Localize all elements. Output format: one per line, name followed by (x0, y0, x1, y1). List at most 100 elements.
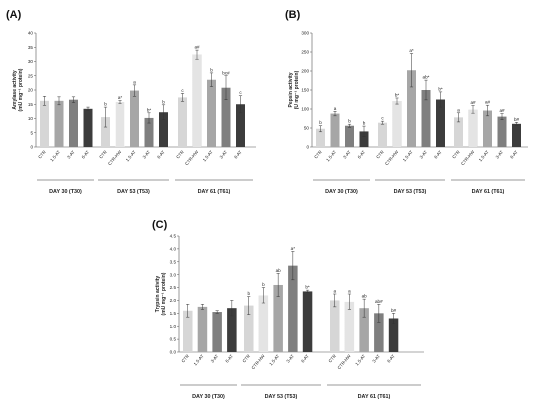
panel-2: (B) 0 50 100 150 200 250 300 Pepsin activity (U m… (285, 9, 528, 195)
x-tick-label: CTR-HW (250, 353, 266, 371)
y-tick-label: 0 (30, 145, 33, 150)
x-tick-label: 1.5-AT (49, 149, 61, 162)
bar (288, 265, 298, 352)
group-label: DAY 61 (T61) (472, 189, 505, 195)
y-tick-label: 5 (30, 130, 33, 135)
significance-label: b (104, 102, 107, 107)
y-axis-unit: (mU mg⁻¹ protein) (18, 68, 24, 111)
significance-label: a (457, 107, 460, 112)
significance-label: a* (291, 246, 296, 251)
y-tick-label: 10 (28, 116, 34, 121)
x-tick-label: 1.5-AT (202, 149, 214, 162)
bar (497, 116, 507, 147)
x-tick-label: 6-AT (357, 149, 367, 159)
x-tick-label: 1.5-AT (354, 353, 366, 366)
bar (388, 318, 399, 352)
y-tick-label: 40 (28, 31, 34, 36)
y-tick-label: 20 (28, 88, 34, 93)
y-tick-label: 4.5 (170, 234, 177, 239)
bar (192, 54, 202, 147)
significance-label: b (162, 99, 165, 104)
x-tick-label: CTR (451, 149, 461, 159)
bar (212, 312, 222, 352)
y-tick-label: 0.0 (170, 350, 177, 355)
x-tick-label: 3-AT (66, 149, 76, 159)
bar (345, 125, 354, 147)
x-tick-label: CTR-HW (336, 353, 352, 371)
group-label: DAY 53 (T53) (117, 189, 150, 195)
bar (359, 308, 369, 352)
y-tick-label: 0 (306, 145, 309, 150)
significance-label: a# (470, 100, 476, 105)
significance-label: c (181, 88, 184, 93)
y-tick-label: 100 (301, 107, 309, 112)
bar (101, 117, 110, 147)
y-tick-label: 15 (28, 102, 34, 107)
y-tick-label: 2.5 (170, 285, 177, 290)
x-tick-label: 6-AT (386, 353, 396, 363)
y-tick-label: 3.0 (170, 272, 177, 277)
x-tick-label: 6-AT (156, 149, 166, 159)
y-axis-unit: (mU mg⁻¹ protein) (161, 272, 167, 315)
group-label: DAY 30 (T30) (49, 189, 82, 195)
bar (483, 110, 492, 147)
y-tick-label: 30 (28, 59, 34, 64)
group-label: DAY 30 (T30) (325, 189, 358, 195)
bar (392, 101, 402, 147)
significance-label: a* (409, 48, 414, 53)
significance-label: b (363, 121, 366, 126)
y-tick-label: 1.0 (170, 324, 177, 329)
x-tick-label: 3-AT (285, 353, 295, 363)
x-tick-label: CTR (180, 353, 190, 363)
bar (159, 112, 168, 147)
significance-label: b (319, 120, 322, 125)
significance-label: b (210, 67, 213, 72)
bar (344, 301, 355, 352)
panel-3: (C) 0.0 0.5 1.0 1.5 2.0 2.5 3.0 3.5 4.0 4.5 Trypsin… (152, 219, 424, 400)
significance-label: a (333, 289, 336, 294)
bar (144, 117, 154, 147)
bar (178, 97, 187, 147)
bar (302, 291, 313, 352)
x-tick-label: CTR (98, 149, 108, 159)
significance-label: a# (485, 100, 491, 105)
x-tick-label: CTR (241, 353, 251, 363)
x-tick-label: CTR (313, 149, 323, 159)
significance-label: c (239, 90, 242, 95)
x-tick-label: 1.5-AT (125, 149, 137, 162)
x-tick-label: 6-AT (433, 149, 443, 159)
x-tick-label: 1.5-AT (402, 149, 414, 162)
y-tick-label: 3.5 (170, 259, 177, 264)
x-tick-label: 6-AT (509, 149, 519, 159)
x-tick-label: CTR-HW (460, 149, 476, 167)
x-tick-label: 3-AT (142, 149, 152, 159)
significance-label: b# (514, 117, 520, 122)
significance-label: b* (438, 86, 443, 91)
y-tick-label: 150 (301, 88, 309, 93)
y-axis-title: Pepsin activity (288, 72, 294, 107)
significance-label: a* (118, 95, 123, 100)
bar (316, 128, 325, 147)
bar (236, 104, 245, 147)
y-tick-label: 200 (301, 69, 309, 74)
significance-label: a (133, 79, 136, 84)
x-tick-label: CTR (375, 149, 385, 159)
bar (130, 90, 139, 147)
significance-label: b# (391, 308, 397, 313)
panel-1: (A) 0 5 10 15 20 25 30 35 40 Amylase activity (mU m… (6, 9, 256, 195)
y-tick-label: 0.5 (170, 337, 177, 342)
bar (330, 113, 340, 147)
x-tick-label: 3-AT (210, 353, 220, 363)
x-tick-label: 3-AT (219, 149, 229, 159)
bar (258, 295, 269, 352)
bar (244, 305, 254, 352)
x-tick-label: 1.5-AT (268, 353, 280, 366)
y-tick-label: 250 (301, 50, 309, 55)
x-tick-label: 6-AT (233, 149, 243, 159)
bar (207, 79, 216, 147)
x-tick-label: CTR-HW (184, 149, 200, 167)
group-label: DAY 53 (T53) (265, 394, 298, 400)
significance-label: bc# (222, 70, 230, 75)
x-tick-label: 1.5-AT (193, 353, 205, 366)
y-tick-label: 1.5 (170, 311, 177, 316)
